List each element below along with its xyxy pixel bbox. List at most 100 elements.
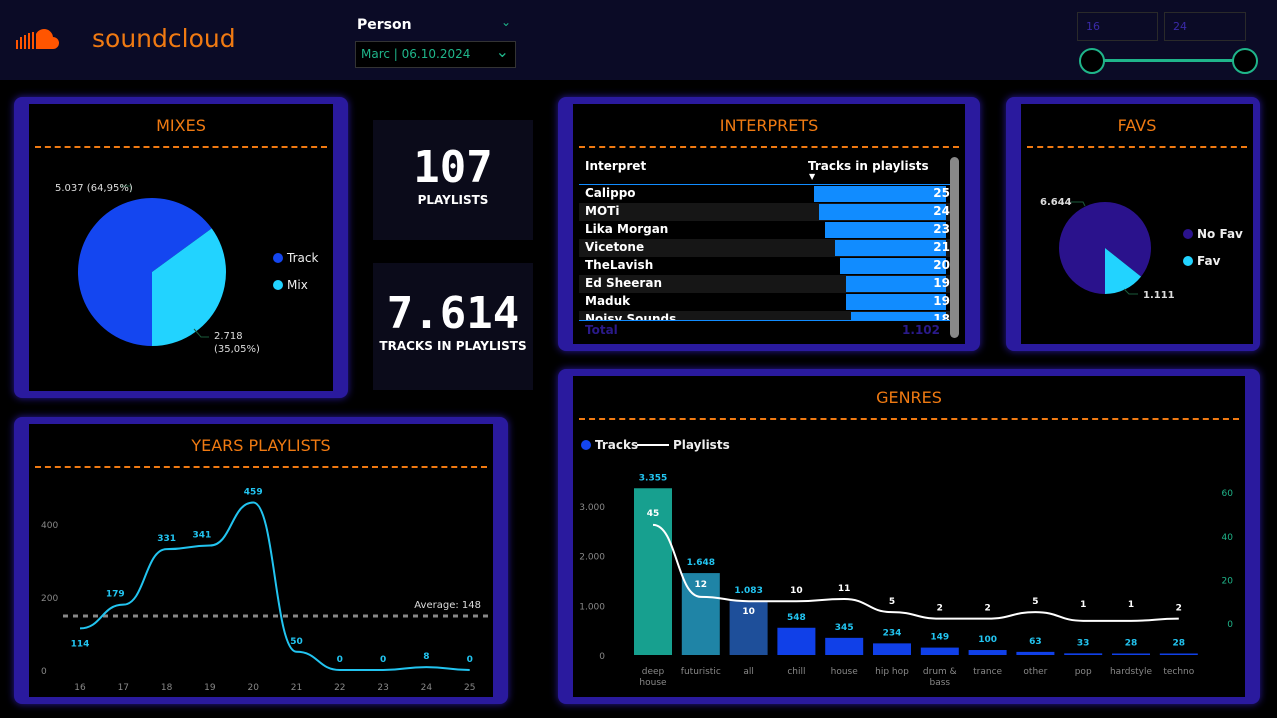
kpi-label: PLAYLISTS — [417, 193, 489, 207]
divider — [579, 320, 954, 321]
y-left-tick-label: 1.000 — [579, 602, 605, 612]
interpret-name: Calippo — [585, 186, 636, 200]
header: soundcloud Person ⌄ Marc | 06.10.2024 ⌄ … — [0, 0, 1277, 80]
kpi-value: 7.614 — [386, 288, 520, 339]
bar-data-label: 1.648 — [687, 558, 715, 568]
brand-name: soundcloud — [92, 24, 236, 53]
chevron-down-icon: ⌄ — [495, 42, 509, 61]
range-slider-max-handle[interactable] — [1232, 48, 1258, 74]
interpret-name: TheLavish — [585, 258, 654, 272]
bar-data-label: 100 — [978, 635, 997, 645]
tracks-value: 21 — [933, 240, 950, 254]
tracks-value: 20 — [933, 258, 950, 272]
column-header-tracks[interactable]: Tracks in playlists — [808, 159, 929, 173]
legend-label: Mix — [287, 278, 308, 292]
genres-combo-chart: 0 1.000 2.000 3.000 0 20 40 60 3.355 deep house 1.6… — [579, 473, 1234, 688]
interprets-card: INTERPRETS Interpret Tracks in playlists… — [558, 97, 980, 351]
years-card: YEARS PLAYLISTS 0 200 400 16 17 18 19 20 21 22 23 2… — [14, 417, 508, 704]
y-right-tick-label: 20 — [1222, 576, 1234, 586]
sort-desc-icon[interactable]: ▼ — [809, 172, 816, 181]
bar-data-label: 33 — [1077, 638, 1090, 648]
legend-item-no-fav[interactable]: No Fav — [1183, 227, 1243, 241]
y-left-tick-label: 2.000 — [579, 553, 605, 563]
line-data-label: 2 — [984, 604, 990, 614]
column-header-interpret[interactable]: Interpret — [585, 159, 647, 173]
line-data-label: 10 — [742, 607, 755, 617]
table-row[interactable]: MOTi 24 — [579, 203, 954, 221]
x-tick-label: 16 — [74, 683, 86, 693]
range-slider-min-handle[interactable] — [1079, 48, 1105, 74]
table-body: Calippo 25 MOTi 24 Lika Morgan 23 Vicetone 21 Th… — [573, 185, 965, 320]
table-row[interactable]: Noisy Sounds 18 — [579, 311, 954, 320]
x-tick-label: other — [1023, 667, 1047, 677]
legend-item-fav[interactable]: Fav — [1183, 254, 1220, 268]
x-tick-label: futuristic — [681, 667, 721, 677]
data-bar — [814, 186, 946, 202]
range-max-input[interactable]: 24 — [1164, 12, 1246, 41]
data-label: 50 — [290, 637, 303, 647]
chevron-down-icon[interactable]: ⌄ — [501, 15, 512, 29]
line-data-label: 5 — [889, 597, 895, 607]
person-dropdown[interactable]: Marc | 06.10.2024 ⌄ — [355, 41, 516, 68]
years-line-chart: 0 200 400 16 17 18 19 20 21 22 23 24 25 Average: 148 1… — [41, 487, 489, 693]
table-row[interactable]: TheLavish 20 — [579, 257, 954, 275]
kpi-value: 107 — [413, 142, 493, 193]
table-row[interactable]: Lika Morgan 23 — [579, 221, 954, 239]
mix-data-pct: (35,05%) — [214, 344, 260, 355]
legend-dot — [581, 440, 591, 450]
y-right-tick-label: 40 — [1222, 533, 1234, 543]
legend-item-mix[interactable]: Mix — [273, 278, 308, 292]
data-bar — [840, 258, 946, 274]
x-tick-label: deep house — [639, 667, 667, 688]
table-row[interactable]: Calippo 25 — [579, 185, 954, 203]
pie-slice-track[interactable] — [78, 198, 212, 346]
line-data-label: 5 — [1032, 597, 1038, 607]
kpi-playlists: 107 PLAYLISTS — [373, 120, 533, 240]
bar-chill — [777, 627, 816, 655]
tracks-value: 19 — [933, 294, 950, 308]
bar-all — [729, 601, 768, 655]
divider — [579, 184, 954, 185]
range-slider-track[interactable] — [1092, 59, 1245, 62]
line-data-label: 12 — [695, 580, 708, 590]
tracks-value: 18 — [933, 312, 950, 320]
pie-slice-fav[interactable] — [1105, 248, 1142, 294]
range-min-input[interactable]: 16 — [1077, 12, 1158, 41]
x-tick-label: 22 — [334, 683, 345, 693]
data-label: 331 — [157, 534, 176, 544]
y-right-tick-label: 0 — [1227, 620, 1233, 630]
legend-label: No Fav — [1197, 227, 1243, 241]
person-label: Person — [357, 17, 412, 33]
bar-deep-house — [634, 488, 672, 655]
x-tick-label: pop — [1075, 667, 1092, 677]
legend-item-tracks[interactable]: Tracks — [581, 438, 638, 452]
table-row[interactable]: Vicetone 21 — [579, 239, 954, 257]
divider — [1027, 146, 1247, 148]
favs-card: FAVS 6.644 1.111 No Fav Fav — [1006, 97, 1260, 351]
data-bar — [824, 222, 946, 238]
x-tick-label: hardstyle — [1110, 667, 1153, 677]
table-row[interactable]: Ed Sheeran 19 — [579, 275, 954, 293]
scrollbar[interactable] — [950, 157, 959, 338]
table-row[interactable]: Maduk 19 — [579, 293, 954, 311]
legend-line — [637, 444, 669, 446]
x-tick-label: drum & bass — [923, 667, 957, 688]
person-value: Marc | 06.10.2024 — [361, 47, 471, 61]
divider — [579, 418, 1239, 420]
legend-item-playlists[interactable]: Playlists — [637, 438, 730, 452]
x-tick-label: chill — [787, 667, 805, 677]
line-data-label: 11 — [838, 584, 851, 594]
y-right-tick-label: 60 — [1222, 489, 1234, 499]
x-tick-label: 19 — [204, 683, 216, 693]
interprets-title: INTERPRETS — [719, 116, 819, 135]
pie-slice-mix[interactable] — [152, 228, 226, 346]
playlists-line — [652, 523, 1179, 622]
leader-line — [193, 328, 209, 338]
x-tick-label: 17 — [118, 683, 129, 693]
data-label: 459 — [244, 487, 263, 497]
leader-line — [1071, 201, 1086, 207]
divider — [35, 466, 487, 468]
legend-item-track[interactable]: Track — [273, 251, 318, 265]
leader-line — [121, 185, 132, 192]
divider — [35, 146, 327, 148]
